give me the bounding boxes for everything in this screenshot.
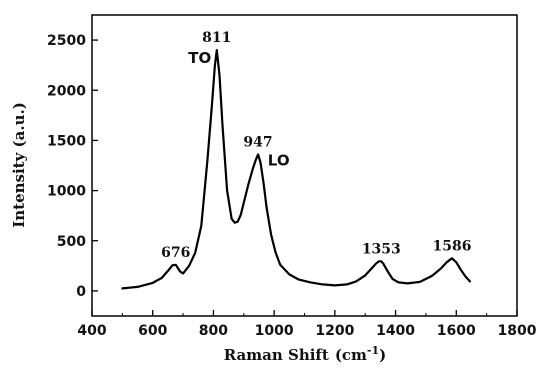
x-tick-label: 800 [199, 323, 228, 339]
x-tick-label: 1200 [315, 323, 354, 339]
y-tick-label: 2500 [47, 33, 86, 49]
y-tick-label: 1500 [47, 133, 86, 149]
x-axis-title-unit-open: (cm [335, 346, 367, 364]
mode-label: TO [188, 49, 211, 67]
peak-label: 1586 [433, 238, 472, 254]
x-tick-label: 1000 [255, 323, 294, 339]
x-tick-label: 600 [138, 323, 167, 339]
x-axis-title-unit-close: ) [379, 346, 386, 364]
x-axis-title: Raman Shift (cm-1) [224, 344, 387, 364]
x-tick-label: 1400 [376, 323, 415, 339]
x-tick-label: 1800 [498, 323, 537, 339]
peak-annotations: 676 811 947 1353 1586 TO LO [161, 30, 471, 261]
y-tick-label: 2000 [47, 83, 86, 99]
x-tick-label: 400 [77, 323, 106, 339]
x-axis-title-unit-sup: -1 [367, 344, 379, 357]
peak-label: 811 [202, 30, 231, 46]
peak-label: 947 [243, 134, 272, 150]
x-tick-label: 1600 [437, 323, 476, 339]
peak-label: 1353 [362, 241, 401, 257]
y-tick-label: 1000 [47, 184, 86, 200]
y-axis-title: Intensity (a.u.) [10, 102, 28, 228]
mode-label: LO [268, 152, 290, 170]
x-axis-ticks: 400 600 800 1000 1200 1400 1600 1800 [77, 310, 537, 339]
y-axis-ticks: 0 500 1000 1500 2000 2500 [47, 33, 98, 300]
spectrum-line [121, 49, 471, 290]
peak-label: 676 [161, 245, 190, 261]
y-tick-label: 0 [76, 284, 86, 300]
y-tick-label: 500 [57, 234, 86, 250]
plot-frame [91, 14, 518, 317]
x-axis-title-main: Raman Shift [224, 346, 329, 364]
